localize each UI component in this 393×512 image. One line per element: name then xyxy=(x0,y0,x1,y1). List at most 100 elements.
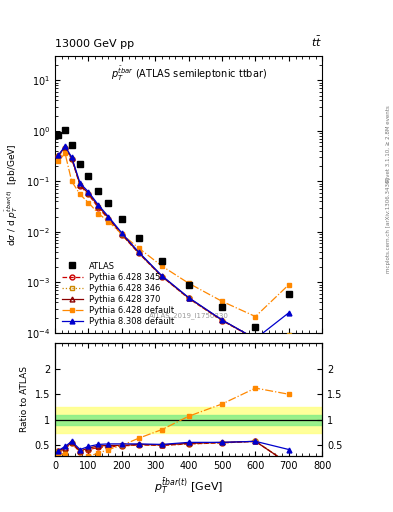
Pythia 6.428 345 xyxy=(220,317,224,324)
Pythia 6.428 346 xyxy=(160,273,164,280)
ATLAS xyxy=(160,258,164,264)
Pythia 6.428 370 xyxy=(160,273,164,280)
Pythia 6.428 370 xyxy=(70,155,74,161)
Pythia 6.428 370 xyxy=(220,317,224,323)
Text: $p_T^{\bar{t}bar}$ (ATLAS semileptonic ttbar): $p_T^{\bar{t}bar}$ (ATLAS semileptonic t… xyxy=(111,65,266,83)
Pythia 6.428 346 xyxy=(136,250,141,256)
ATLAS xyxy=(96,188,101,194)
Text: $t\bar{t}$: $t\bar{t}$ xyxy=(311,35,322,50)
Pythia 6.428 346 xyxy=(78,182,83,188)
Pythia 6.428 370 xyxy=(136,249,141,255)
Pythia 8.308 default xyxy=(86,189,91,195)
Pythia 8.308 default xyxy=(220,317,224,323)
Pythia 8.308 default xyxy=(78,180,83,186)
ATLAS xyxy=(106,200,111,206)
Pythia 6.428 370 xyxy=(286,334,291,340)
Pythia 8.308 default xyxy=(160,273,164,279)
Pythia 6.428 default xyxy=(96,210,101,217)
Bar xyxy=(55,415,322,425)
Pythia 6.428 345 xyxy=(106,216,111,222)
Pythia 6.428 346 xyxy=(86,191,91,197)
Pythia 8.308 default xyxy=(186,294,191,301)
Y-axis label: d$\sigma$ / d $p_T^{\bar{t}bar(t)}$  [pb/GeV]: d$\sigma$ / d $p_T^{\bar{t}bar(t)}$ [pb/… xyxy=(4,143,20,246)
Pythia 6.428 default xyxy=(106,219,111,225)
ATLAS xyxy=(86,173,91,179)
Pythia 6.428 345 xyxy=(160,273,164,280)
ATLAS xyxy=(63,127,68,133)
Pythia 8.308 default xyxy=(96,202,101,208)
Pythia 6.428 default xyxy=(186,280,191,286)
Pythia 6.428 default xyxy=(253,313,258,319)
Pythia 6.428 345 xyxy=(186,295,191,302)
Pythia 6.428 default xyxy=(86,200,91,206)
Line: Pythia 6.428 346: Pythia 6.428 346 xyxy=(56,145,291,342)
Line: Pythia 8.308 default: Pythia 8.308 default xyxy=(56,144,291,341)
Pythia 6.428 370 xyxy=(186,295,191,301)
ATLAS xyxy=(286,290,291,296)
Pythia 6.428 346 xyxy=(220,317,224,324)
Pythia 6.428 345 xyxy=(96,205,101,211)
Pythia 8.308 default xyxy=(63,143,68,149)
Pythia 6.428 370 xyxy=(106,215,111,221)
Pythia 6.428 default xyxy=(286,282,291,288)
Pythia 8.308 default xyxy=(119,230,124,236)
ATLAS xyxy=(119,216,124,222)
Pythia 8.308 default xyxy=(106,214,111,220)
Pythia 6.428 346 xyxy=(70,156,74,162)
Pythia 6.428 default xyxy=(63,150,68,156)
Pythia 6.428 346 xyxy=(286,332,291,338)
Line: ATLAS: ATLAS xyxy=(55,126,292,330)
Text: ATLAS_2019_I1750330: ATLAS_2019_I1750330 xyxy=(149,312,229,319)
Pythia 8.308 default xyxy=(253,336,258,342)
ATLAS xyxy=(136,235,141,241)
Line: Pythia 6.428 default: Pythia 6.428 default xyxy=(56,151,291,319)
Pythia 6.428 default xyxy=(136,245,141,251)
Pythia 6.428 default xyxy=(56,158,61,164)
Legend: ATLAS, Pythia 6.428 345, Pythia 6.428 346, Pythia 6.428 370, Pythia 6.428 defaul: ATLAS, Pythia 6.428 345, Pythia 6.428 34… xyxy=(59,259,177,329)
Pythia 8.308 default xyxy=(136,249,141,255)
Pythia 6.428 default xyxy=(78,191,83,198)
Pythia 6.428 370 xyxy=(63,144,68,151)
ATLAS xyxy=(70,142,74,148)
Pythia 6.428 default xyxy=(220,298,224,305)
Pythia 6.428 346 xyxy=(186,295,191,302)
Pythia 6.428 346 xyxy=(253,336,258,342)
Pythia 6.428 345 xyxy=(63,145,68,151)
Pythia 6.428 346 xyxy=(106,216,111,222)
Pythia 6.428 370 xyxy=(96,203,101,209)
Pythia 6.428 345 xyxy=(86,191,91,198)
Pythia 6.428 346 xyxy=(63,145,68,151)
Line: Pythia 6.428 345: Pythia 6.428 345 xyxy=(56,145,291,342)
Pythia 6.428 370 xyxy=(78,182,83,188)
Pythia 6.428 370 xyxy=(253,336,258,342)
Text: Rivet 3.1.10, ≥ 2.8M events: Rivet 3.1.10, ≥ 2.8M events xyxy=(386,105,391,182)
Bar xyxy=(55,407,322,433)
Pythia 6.428 345 xyxy=(286,334,291,340)
Pythia 6.428 345 xyxy=(253,336,258,342)
Pythia 6.428 default xyxy=(119,231,124,237)
Pythia 8.308 default xyxy=(56,152,61,158)
Pythia 8.308 default xyxy=(70,154,74,160)
X-axis label: $p_T^{\bar{t}bar(t)}$ [GeV]: $p_T^{\bar{t}bar(t)}$ [GeV] xyxy=(154,476,223,496)
Pythia 6.428 346 xyxy=(96,204,101,210)
Pythia 6.428 345 xyxy=(70,156,74,162)
Text: mcplots.cern.ch [arXiv:1306.3436]: mcplots.cern.ch [arXiv:1306.3436] xyxy=(386,178,391,273)
Pythia 6.428 370 xyxy=(86,190,91,197)
Pythia 6.428 346 xyxy=(56,153,61,159)
Text: 13000 GeV pp: 13000 GeV pp xyxy=(55,39,134,50)
Pythia 6.428 345 xyxy=(119,231,124,238)
Pythia 6.428 345 xyxy=(136,250,141,256)
Pythia 8.308 default xyxy=(286,310,291,316)
Pythia 6.428 346 xyxy=(119,231,124,238)
Pythia 6.428 345 xyxy=(56,153,61,159)
ATLAS xyxy=(253,324,258,330)
Pythia 6.428 default xyxy=(160,263,164,269)
Line: Pythia 6.428 370: Pythia 6.428 370 xyxy=(56,145,291,341)
ATLAS xyxy=(186,282,191,288)
Pythia 6.428 370 xyxy=(56,152,61,158)
Pythia 6.428 345 xyxy=(78,183,83,189)
ATLAS xyxy=(56,132,61,138)
ATLAS xyxy=(78,161,83,167)
Pythia 6.428 default xyxy=(70,178,74,184)
Pythia 6.428 370 xyxy=(119,231,124,237)
